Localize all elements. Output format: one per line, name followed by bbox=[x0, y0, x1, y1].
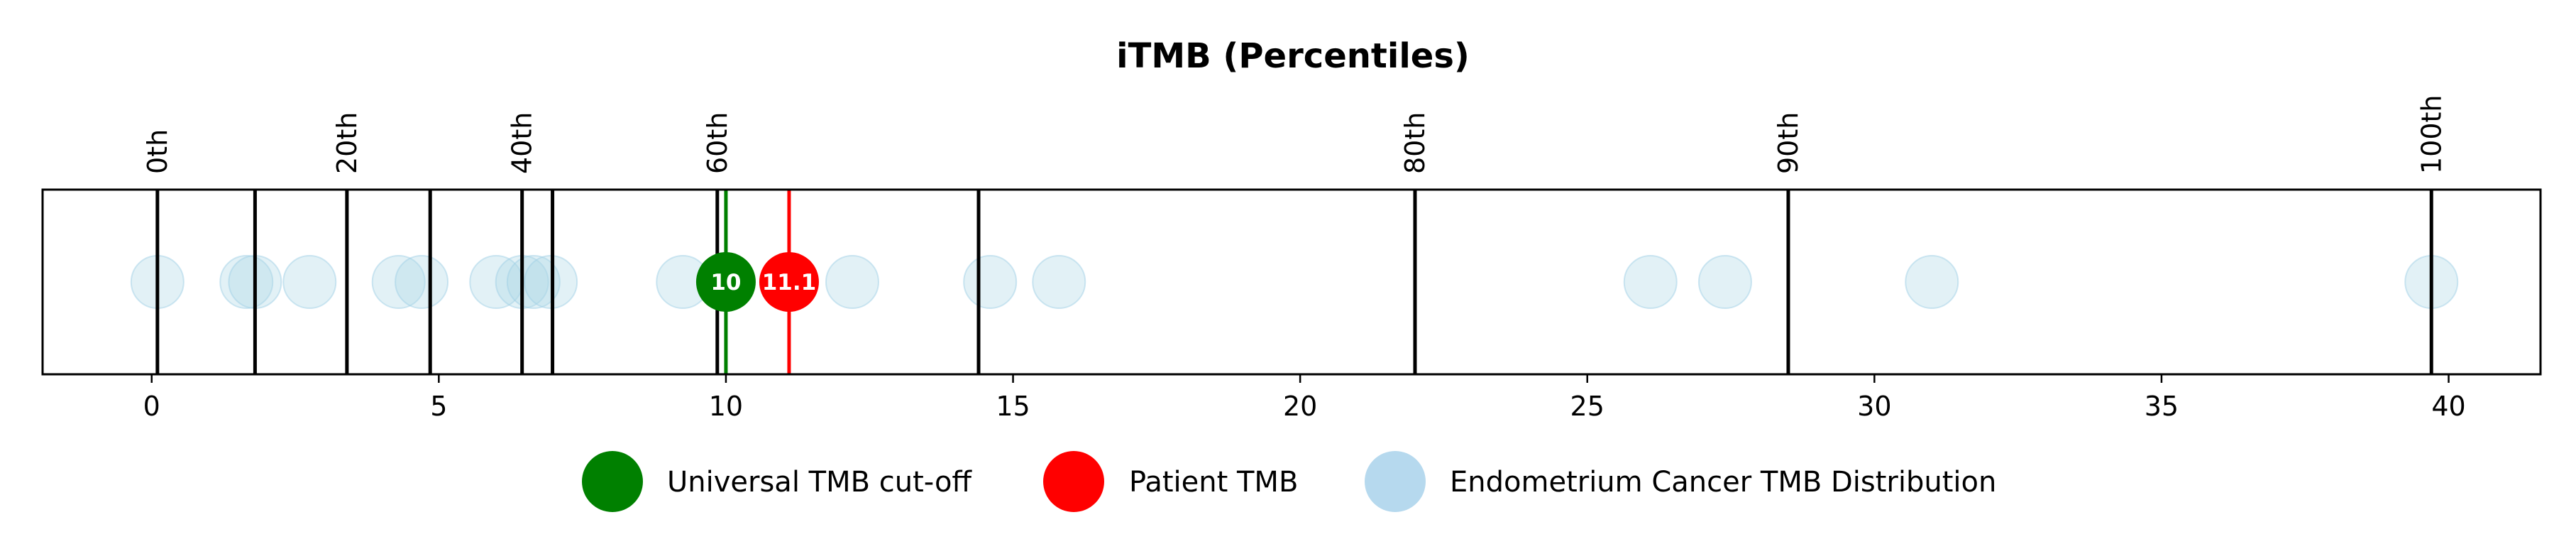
x-tick-label: 25 bbox=[1570, 391, 1605, 422]
percentile-labels: 0th 20th 40th 60th 80th 90th 100th bbox=[142, 94, 2447, 174]
legend-marker bbox=[1365, 451, 1426, 512]
x-tick-label: 20 bbox=[1283, 391, 1317, 422]
x-tick-label: 30 bbox=[1857, 391, 1891, 422]
x-tick-label: 40 bbox=[2431, 391, 2465, 422]
x-axis-ticks: 0 5 10 15 20 25 30 35 40 bbox=[143, 374, 2466, 422]
percentile-label: 0th bbox=[142, 129, 173, 174]
x-tick-label: 35 bbox=[2145, 391, 2179, 422]
legend-label: Endometrium Cancer TMB Distribution bbox=[1450, 466, 1996, 499]
x-tick-label: 0 bbox=[143, 391, 160, 422]
percentile-label: 90th bbox=[1773, 112, 1804, 174]
cutoff-marker bbox=[695, 252, 756, 312]
patient-marker bbox=[759, 252, 819, 312]
legend: Universal TMB cut-off Patient TMB Endometr… bbox=[582, 451, 1996, 512]
markers: 10 11.1 bbox=[695, 190, 819, 374]
percentile-label: 60th bbox=[702, 112, 733, 174]
plot-frame bbox=[41, 188, 2542, 376]
x-tick-label: 5 bbox=[430, 391, 447, 422]
chart-title: iTMB (Percentiles) bbox=[1116, 36, 1470, 76]
legend-marker bbox=[1043, 451, 1104, 512]
distribution-point bbox=[219, 255, 274, 309]
distribution-layer bbox=[130, 255, 2459, 309]
percentile-label: 40th bbox=[507, 112, 538, 174]
distribution-point bbox=[395, 255, 449, 309]
distribution-point bbox=[371, 255, 426, 309]
percentile-label: 20th bbox=[331, 112, 363, 174]
legend-label: Patient TMB bbox=[1129, 466, 1298, 499]
x-tick-label: 15 bbox=[996, 391, 1030, 422]
x-tick-label: 10 bbox=[709, 391, 743, 422]
cutoff-value-label: 10 bbox=[710, 270, 741, 295]
distribution-point bbox=[282, 255, 337, 309]
distribution-point bbox=[825, 255, 879, 309]
distribution-point bbox=[1697, 255, 1752, 309]
distribution-point bbox=[1623, 255, 1678, 309]
legend-label: Universal TMB cut-off bbox=[667, 466, 972, 499]
percentile-label: 80th bbox=[1399, 112, 1431, 174]
distribution-point bbox=[963, 255, 1018, 309]
legend-marker bbox=[582, 451, 643, 512]
percentile-label: 100th bbox=[2416, 94, 2447, 174]
patient-value-label: 11.1 bbox=[762, 270, 817, 295]
distribution-point bbox=[1032, 255, 1086, 309]
distribution-point bbox=[1905, 255, 1959, 309]
